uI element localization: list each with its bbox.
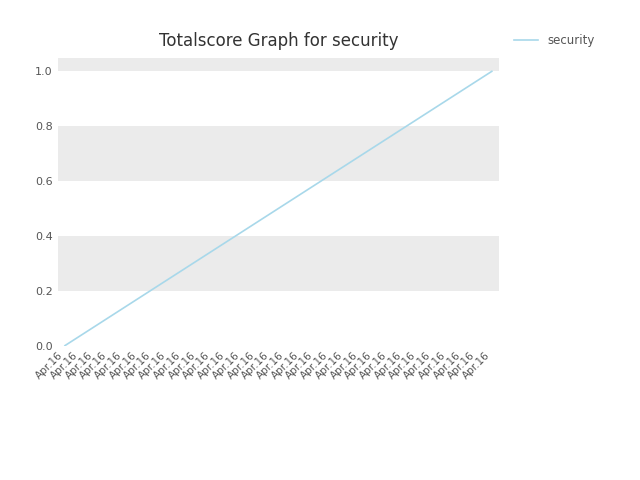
security xyxy=(356,154,364,159)
security xyxy=(488,69,495,74)
security xyxy=(76,333,83,339)
security xyxy=(252,220,260,226)
Bar xyxy=(58,58,499,72)
security xyxy=(91,324,99,330)
security xyxy=(164,276,172,282)
Legend: security: security xyxy=(509,29,600,51)
security xyxy=(209,248,216,254)
security xyxy=(474,78,481,84)
Bar xyxy=(58,126,499,181)
security xyxy=(297,192,305,197)
security xyxy=(370,144,378,150)
security xyxy=(193,258,201,264)
security xyxy=(282,201,289,206)
Line: security: security xyxy=(65,72,492,346)
security xyxy=(120,305,128,311)
security xyxy=(340,163,348,169)
security xyxy=(311,182,319,188)
Bar xyxy=(58,72,499,126)
security xyxy=(105,314,113,320)
security xyxy=(223,239,231,244)
security xyxy=(399,125,408,131)
Bar xyxy=(58,291,499,346)
security xyxy=(385,135,393,141)
Bar xyxy=(58,181,499,236)
security xyxy=(326,172,334,178)
security xyxy=(415,116,422,121)
security xyxy=(150,286,157,292)
security xyxy=(458,87,466,93)
Bar xyxy=(58,236,499,291)
security xyxy=(61,343,69,348)
security xyxy=(444,97,452,103)
security xyxy=(135,295,143,301)
security xyxy=(179,267,187,273)
security xyxy=(238,229,246,235)
security xyxy=(268,210,275,216)
Title: Totalscore Graph for security: Totalscore Graph for security xyxy=(159,33,398,50)
security xyxy=(429,106,436,112)
